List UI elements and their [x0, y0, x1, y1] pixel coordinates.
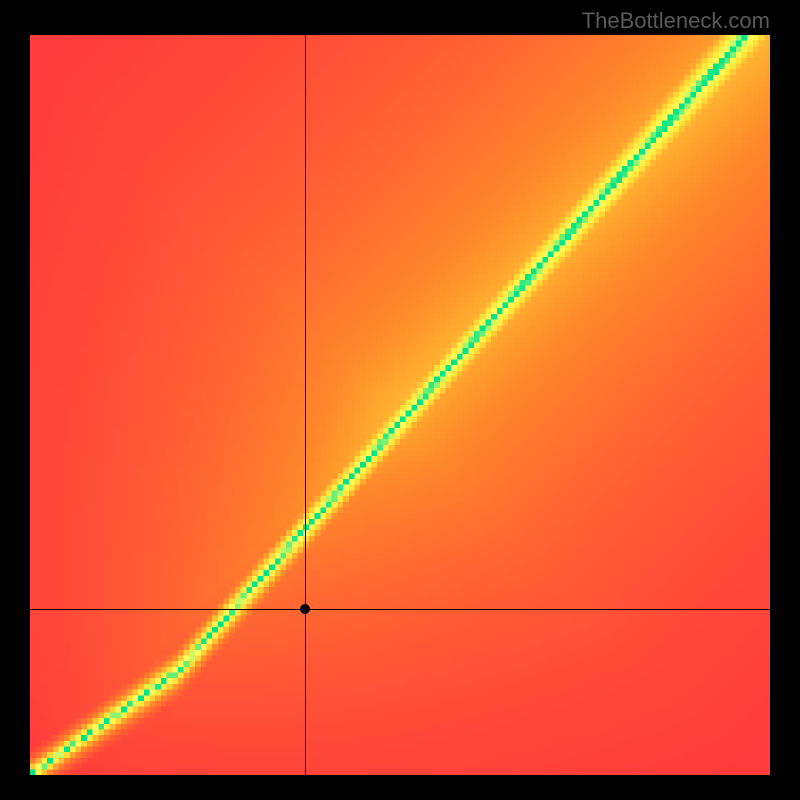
crosshair-vertical — [305, 35, 306, 775]
crosshair-horizontal — [30, 609, 770, 610]
chart-container: TheBottleneck.com — [0, 0, 800, 800]
heatmap-canvas — [30, 35, 770, 775]
watermark-text: TheBottleneck.com — [582, 8, 770, 34]
heatmap-plot — [30, 35, 770, 775]
marker-point — [300, 604, 310, 614]
